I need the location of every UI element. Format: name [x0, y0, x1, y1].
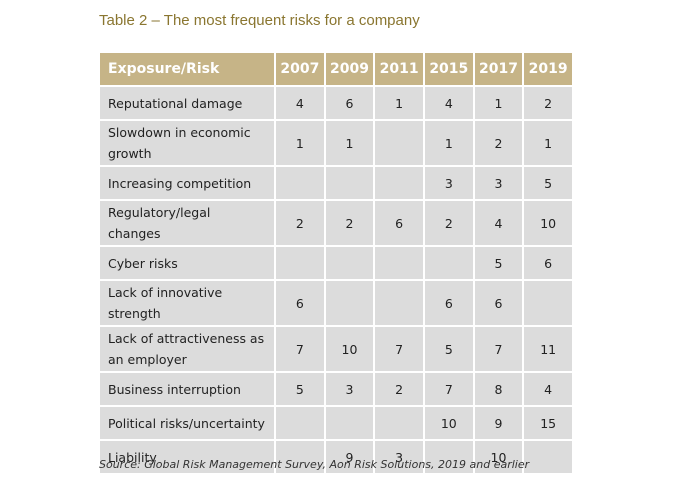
header-cell-year: 2009: [323, 51, 376, 87]
rank-cell: 7: [274, 325, 326, 373]
rank-cell: 2: [274, 199, 326, 247]
empty-cell: [323, 405, 376, 441]
header-row: Exposure/Risk 2007 2009 2011 2015 2017 2019: [98, 51, 574, 87]
rank-cell: 6: [274, 279, 326, 327]
rank-cell: 6: [522, 245, 574, 281]
table-row: Increasing competition 3 3 5: [98, 165, 574, 201]
empty-cell: [373, 405, 425, 441]
rank-cell: 2: [522, 85, 574, 121]
empty-cell: [323, 165, 376, 201]
risk-label: Liability: [98, 439, 276, 475]
empty-cell: [274, 245, 326, 281]
rank-cell: 2: [422, 199, 475, 247]
rank-cell: 4: [274, 85, 326, 121]
risk-label: Regulatory/legal changes: [98, 199, 276, 247]
rank-cell: 2: [472, 119, 525, 167]
rank-cell: 1: [323, 119, 376, 167]
table-title: Table 2 – The most frequent risks for a …: [99, 12, 420, 29]
rank-cell: 1: [422, 119, 475, 167]
header-cell-year: 2017: [472, 51, 525, 87]
rank-cell: 3: [323, 371, 376, 407]
empty-cell: [373, 165, 425, 201]
rank-cell: 10: [522, 199, 574, 247]
empty-cell: [274, 165, 326, 201]
header-cell-year: 2011: [373, 51, 425, 87]
empty-cell: [274, 439, 326, 475]
table-row: Lack of innovative strength 6 6 6: [98, 279, 574, 327]
table-row: Cyber risks 5 6: [98, 245, 574, 281]
rank-cell: 3: [472, 165, 525, 201]
rank-cell: 6: [323, 85, 376, 121]
rank-cell: 1: [472, 85, 525, 121]
rank-cell: 7: [373, 325, 425, 373]
rank-cell: 10: [323, 325, 376, 373]
rank-cell: 2: [323, 199, 376, 247]
empty-cell: [522, 279, 574, 327]
table-row: Liability 9 3 10: [98, 439, 574, 475]
header-cell-year: 2007: [274, 51, 326, 87]
header-cell-year: 2019: [522, 51, 574, 87]
rank-cell: 7: [472, 325, 525, 373]
risk-label: Political risks/uncertainty: [98, 405, 276, 441]
rank-cell: 1: [274, 119, 326, 167]
rank-cell: 5: [422, 325, 475, 373]
table-row: Lack of attractiveness as an employer 7 10…: [98, 325, 574, 373]
rank-cell: 7: [422, 371, 475, 407]
rank-cell: 5: [472, 245, 525, 281]
risk-label: Increasing competition: [98, 165, 276, 201]
table-row: Reputational damage 4 6 1 4 1 2: [98, 85, 574, 121]
risk-label: Lack of innovative strength: [98, 279, 276, 327]
risk-label: Cyber risks: [98, 245, 276, 281]
rank-cell: 1: [522, 119, 574, 167]
risk-label: Slowdown in economic growth: [98, 119, 276, 167]
header-cell-risk: Exposure/Risk: [98, 51, 276, 87]
empty-cell: [422, 439, 475, 475]
rank-cell: 15: [522, 405, 574, 441]
rank-cell: 4: [472, 199, 525, 247]
table-row: Business interruption 5 3 2 7 8 4: [98, 371, 574, 407]
table-row: Political risks/uncertainty 10 9 15: [98, 405, 574, 441]
risk-label: Reputational damage: [98, 85, 276, 121]
rank-cell: 4: [422, 85, 475, 121]
empty-cell: [422, 245, 475, 281]
rank-cell: 3: [373, 439, 425, 475]
rank-cell: 2: [373, 371, 425, 407]
risk-label: Lack of attractiveness as an employer: [98, 325, 276, 373]
rank-cell: 5: [274, 371, 326, 407]
rank-cell: 11: [522, 325, 574, 373]
risk-table: Exposure/Risk 2007 2009 2011 2015 2017 2019 Re…: [98, 51, 574, 475]
empty-cell: [373, 245, 425, 281]
empty-cell: [323, 279, 376, 327]
header-cell-year: 2015: [422, 51, 475, 87]
empty-cell: [274, 405, 326, 441]
rank-cell: 10: [472, 439, 525, 475]
empty-cell: [373, 119, 425, 167]
table-row: Slowdown in economic growth 1 1 1 2 1: [98, 119, 574, 167]
empty-cell: [522, 439, 574, 475]
table-row: Regulatory/legal changes 2 2 6 2 4 10: [98, 199, 574, 247]
rank-cell: 6: [422, 279, 475, 327]
rank-cell: 4: [522, 371, 574, 407]
rank-cell: 9: [323, 439, 376, 475]
empty-cell: [373, 279, 425, 327]
rank-cell: 1: [373, 85, 425, 121]
rank-cell: 6: [373, 199, 425, 247]
risk-label: Business interruption: [98, 371, 276, 407]
rank-cell: 5: [522, 165, 574, 201]
rank-cell: 3: [422, 165, 475, 201]
source-note: Source: Global Risk Management Survey, A…: [99, 458, 530, 471]
rank-cell: 8: [472, 371, 525, 407]
rank-cell: 10: [422, 405, 475, 441]
empty-cell: [323, 245, 376, 281]
rank-cell: 9: [472, 405, 525, 441]
rank-cell: 6: [472, 279, 525, 327]
